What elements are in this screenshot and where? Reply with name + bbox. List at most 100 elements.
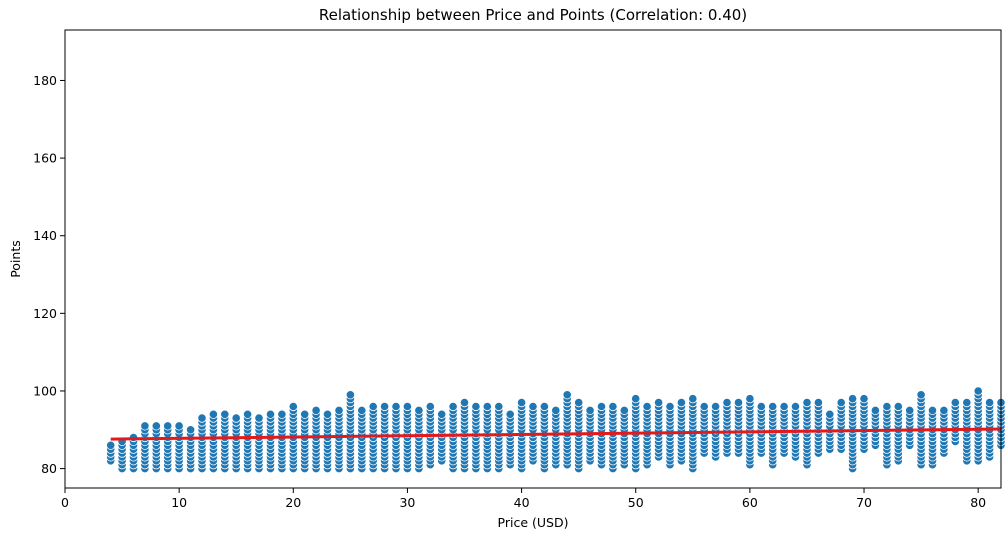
scatter-point	[106, 440, 116, 450]
scatter-point	[551, 405, 561, 415]
scatter-point	[208, 409, 218, 419]
scatter-point	[494, 401, 504, 412]
scatter-point	[950, 397, 960, 408]
scatter-point	[516, 397, 527, 408]
scatter-point	[608, 401, 618, 412]
y-tick-label: 140	[33, 228, 57, 243]
scatter-point	[482, 401, 492, 412]
scatter-point	[539, 401, 550, 412]
scatter-point	[859, 394, 869, 404]
y-tick-label: 180	[33, 73, 57, 88]
trend-line	[110, 427, 1002, 441]
scatter-point	[596, 401, 607, 412]
scatter-point	[528, 401, 538, 412]
scatter-point	[505, 409, 515, 419]
scatter-point	[574, 397, 584, 408]
x-axis-label: Price (USD)	[498, 515, 569, 530]
scatter-point	[163, 421, 173, 431]
scatter-point	[186, 425, 196, 435]
x-tick-label: 40	[514, 495, 530, 510]
x-tick-label: 60	[742, 495, 758, 510]
x-axis: 0 10 20 30 40 50 60 70 80	[61, 488, 986, 510]
scatter-point	[699, 401, 709, 412]
scatter-point	[779, 401, 789, 412]
scatter-point	[288, 401, 298, 412]
scatter-point	[676, 397, 687, 408]
scatter-point	[379, 401, 390, 412]
x-tick-label: 70	[856, 495, 872, 510]
scatter-point	[642, 401, 652, 412]
scatter-point	[231, 413, 241, 423]
scatter-point	[870, 405, 881, 415]
scatter-point	[334, 405, 344, 415]
y-axis: 80 100 120 140 160 180	[33, 73, 65, 476]
scatter-point	[790, 401, 801, 412]
scatter-point	[631, 394, 641, 404]
scatter-point	[927, 405, 938, 415]
y-tick-label: 80	[41, 461, 57, 476]
scatter-point	[916, 390, 926, 400]
y-tick-label: 100	[33, 383, 57, 398]
scatter-point	[265, 409, 276, 419]
scatter-point	[243, 409, 253, 419]
scatter-point	[357, 405, 367, 415]
scatter-point	[174, 421, 184, 431]
scatter-point	[665, 401, 675, 412]
scatter-point	[882, 401, 892, 412]
scatter-point	[437, 409, 447, 419]
scatter-point	[939, 405, 949, 415]
scatter-point	[562, 390, 572, 400]
scatter-point	[254, 413, 264, 423]
scatter-point	[984, 397, 995, 408]
scatter-point	[653, 397, 664, 408]
x-tick-label: 30	[399, 495, 415, 510]
scatter-point	[836, 397, 846, 408]
scatter-point	[733, 397, 744, 408]
scatter-point	[459, 397, 470, 408]
scatter-point	[277, 409, 287, 419]
scatter-point	[448, 401, 458, 412]
x-tick-label: 20	[285, 495, 301, 510]
scatter-point	[140, 421, 150, 431]
scatter-point	[402, 401, 412, 412]
scatter-point	[585, 405, 595, 415]
scatter-point	[745, 394, 755, 404]
scatter-point	[220, 409, 230, 419]
scatter-point	[322, 409, 333, 419]
scatter-point	[973, 386, 983, 396]
y-tick-label: 120	[33, 306, 57, 321]
x-tick-label: 50	[628, 495, 644, 510]
plot-frame	[64, 29, 1002, 489]
plot-area	[106, 386, 1005, 474]
scatter-point	[311, 405, 321, 415]
scatter-point	[688, 394, 698, 404]
x-tick-label: 10	[171, 495, 187, 510]
x-tick-label: 0	[61, 495, 69, 510]
y-tick-label: 160	[33, 151, 57, 166]
scatter-point	[414, 405, 424, 415]
scatter-point	[825, 409, 835, 419]
scatter-point	[722, 397, 732, 408]
scatter-point	[471, 401, 481, 412]
scatter-point	[802, 397, 812, 408]
scatter-point	[151, 421, 161, 431]
scatter-point	[893, 401, 903, 412]
scatter-point	[300, 409, 310, 419]
scatter-point	[619, 405, 629, 415]
x-tick-label: 80	[970, 495, 986, 510]
scatter-point	[813, 397, 824, 408]
y-axis-label: Points	[8, 240, 23, 278]
scatter-point	[756, 401, 766, 412]
scatter-point	[345, 390, 355, 400]
scatter-point	[710, 401, 721, 412]
scatter-point	[368, 401, 378, 412]
chart-title: Relationship between Price and Points (C…	[319, 6, 747, 24]
scatter-point	[391, 401, 401, 412]
scatter-point	[905, 405, 915, 415]
scatter-point	[962, 397, 972, 408]
scatter-point	[768, 401, 778, 412]
scatter-point	[197, 413, 207, 423]
scatter-point	[425, 401, 435, 412]
scatter-point	[847, 394, 858, 404]
